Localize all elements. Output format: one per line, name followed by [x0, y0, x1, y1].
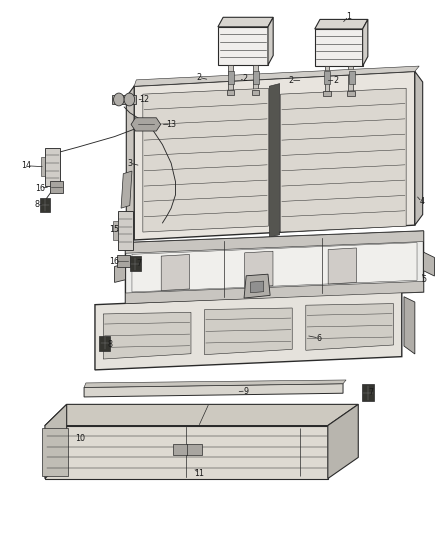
Text: 16: 16: [35, 183, 46, 192]
Text: 7: 7: [368, 388, 373, 397]
Polygon shape: [325, 66, 329, 101]
Polygon shape: [40, 198, 50, 212]
Polygon shape: [415, 71, 423, 225]
Polygon shape: [218, 27, 268, 65]
Polygon shape: [132, 243, 417, 292]
Text: 2: 2: [196, 72, 201, 82]
Polygon shape: [118, 212, 133, 249]
Polygon shape: [50, 181, 63, 193]
Polygon shape: [404, 297, 415, 354]
Polygon shape: [130, 256, 141, 271]
Polygon shape: [134, 66, 419, 86]
Polygon shape: [251, 281, 264, 293]
Text: 16: 16: [110, 257, 120, 265]
Polygon shape: [228, 65, 233, 100]
Polygon shape: [328, 405, 358, 479]
Polygon shape: [251, 90, 259, 95]
Text: 1: 1: [346, 12, 351, 21]
Polygon shape: [126, 86, 134, 240]
Polygon shape: [424, 252, 434, 276]
Polygon shape: [281, 88, 406, 232]
Circle shape: [113, 93, 124, 106]
Polygon shape: [328, 248, 357, 284]
Polygon shape: [84, 384, 343, 397]
Polygon shape: [131, 118, 161, 131]
Text: 14: 14: [21, 161, 32, 170]
Polygon shape: [103, 312, 191, 359]
Polygon shape: [306, 304, 393, 350]
Text: 12: 12: [139, 95, 149, 104]
Text: 2: 2: [333, 76, 338, 85]
Polygon shape: [205, 308, 292, 354]
Polygon shape: [228, 71, 234, 84]
Polygon shape: [45, 425, 328, 479]
Text: 5: 5: [422, 274, 427, 284]
Polygon shape: [347, 91, 355, 96]
Text: 7: 7: [136, 260, 141, 268]
Polygon shape: [42, 428, 68, 476]
Polygon shape: [362, 384, 374, 401]
Polygon shape: [121, 171, 132, 208]
Polygon shape: [324, 71, 330, 84]
Polygon shape: [84, 380, 346, 387]
Text: 2: 2: [288, 76, 293, 85]
Polygon shape: [253, 65, 258, 100]
Polygon shape: [323, 91, 331, 96]
Text: 8: 8: [108, 341, 113, 350]
Polygon shape: [41, 157, 45, 176]
Polygon shape: [117, 255, 130, 267]
Polygon shape: [45, 405, 67, 479]
Polygon shape: [315, 29, 363, 66]
Text: 11: 11: [194, 469, 205, 478]
Polygon shape: [253, 71, 259, 84]
Polygon shape: [45, 148, 60, 186]
Circle shape: [124, 93, 134, 106]
Text: 3: 3: [127, 159, 132, 167]
Text: 13: 13: [166, 120, 176, 129]
Text: 15: 15: [110, 225, 120, 234]
Polygon shape: [99, 336, 110, 351]
Polygon shape: [245, 251, 273, 287]
Polygon shape: [143, 88, 268, 232]
Polygon shape: [134, 71, 415, 240]
Polygon shape: [269, 84, 280, 237]
Text: 9: 9: [244, 386, 248, 395]
Polygon shape: [173, 444, 201, 455]
Text: 8: 8: [35, 200, 39, 209]
Polygon shape: [112, 95, 136, 104]
Polygon shape: [268, 17, 273, 65]
Text: 6: 6: [317, 334, 321, 343]
Polygon shape: [125, 231, 424, 304]
Text: 2: 2: [243, 74, 247, 83]
Polygon shape: [363, 19, 368, 66]
Polygon shape: [125, 281, 424, 304]
Polygon shape: [125, 231, 424, 253]
Polygon shape: [115, 264, 125, 282]
Polygon shape: [349, 71, 355, 84]
Polygon shape: [218, 17, 273, 27]
Polygon shape: [349, 66, 353, 101]
Text: 4: 4: [419, 197, 424, 206]
Polygon shape: [45, 405, 358, 425]
Polygon shape: [113, 221, 118, 240]
Polygon shape: [161, 254, 190, 290]
Polygon shape: [244, 274, 270, 298]
Polygon shape: [315, 19, 368, 29]
Text: 10: 10: [76, 434, 85, 443]
Polygon shape: [226, 90, 234, 95]
Polygon shape: [95, 292, 402, 370]
